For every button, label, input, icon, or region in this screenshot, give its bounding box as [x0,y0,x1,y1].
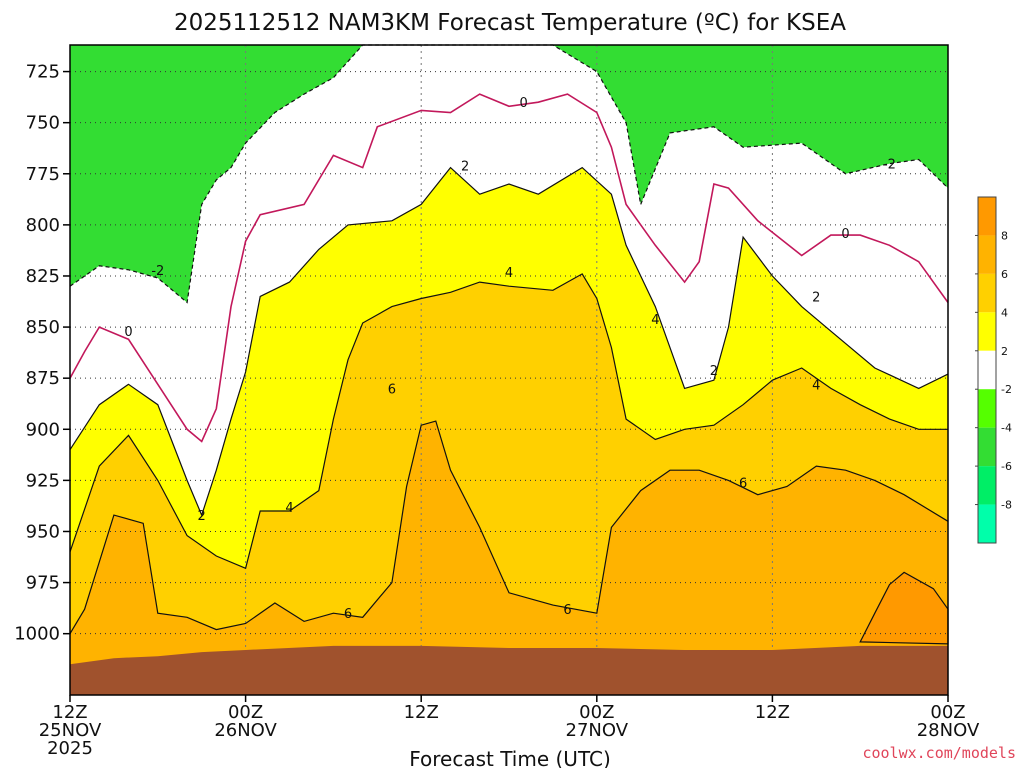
colorbar-label: -2 [1001,383,1012,396]
contour-label: 6 [344,607,352,622]
y-tick-label: 850 [26,317,60,338]
y-tick-label: 1000 [14,624,60,645]
y-tick-label: 775 [26,164,60,185]
plot-frame [69,44,949,696]
x-axis-label: Forecast Time (UTC) [409,747,611,768]
colorbar-label: 2 [1001,345,1008,358]
colorbar-label: 8 [1001,229,1008,242]
x-tick-label: 00Z [228,702,263,723]
colorbar-label: 4 [1001,306,1008,319]
contour-label: 4 [285,501,293,516]
contour-label: 4 [651,313,659,328]
y-tick-label: 750 [26,113,60,134]
colorbar-bin [978,197,996,236]
colorbar-label: -6 [1001,460,1012,473]
chart-title: 2025112512 NAM3KM Forecast Temperature (… [174,10,846,36]
y-tick-label: 875 [26,368,60,389]
y-tick-label: 950 [26,521,60,542]
x-tick-label: 12Z [52,702,87,723]
colorbar-bin [978,389,996,428]
contour-label: 0 [124,325,132,340]
ground-area [70,645,948,695]
contour-label: 0 [841,227,849,242]
x-tick-label: 00Z [930,702,965,723]
colorbar-bin [978,273,996,313]
contour-label: 4 [812,378,820,393]
contour-label: 2 [198,509,206,524]
colorbar-label: 6 [1001,268,1008,281]
contour-line-4 [69,273,948,570]
contour-label: 0 [519,96,527,111]
plot-area: 0 -2 2 4 6 6 2 4 0 6 4 2 6 2 4 0 -2 [69,44,949,696]
contour-label: 2 [710,364,718,379]
colorbar-bin [978,312,996,351]
x-tick-label: 27NOV [566,720,629,741]
contour-label: 2 [461,160,469,175]
contour-label: 6 [388,382,396,397]
credit-text: coolwx.com/models [862,744,1016,762]
y-tick-label: 900 [26,419,60,440]
colorbar-bin [978,427,996,467]
fill-band-6 [70,421,948,695]
colorbar-bin [978,466,996,505]
y-tick-label: 825 [26,266,60,287]
colorbar-frame [977,196,997,544]
colorbar-label: -8 [1001,499,1012,512]
colorbar-label: -4 [1001,422,1012,435]
y-tick-label: 800 [26,215,60,236]
contour-line-0 [69,93,949,443]
contour-label: 6 [563,603,571,618]
contour-line-6 [69,420,949,635]
contour-line-2 [69,166,949,517]
x-tick-label: 00Z [579,702,614,723]
x-tick-label: 2025 [47,738,93,759]
y-tick-label: 925 [26,470,60,491]
fill-band-8 [860,572,948,644]
x-tick-label: 28NOV [917,720,980,741]
contour-label: -2 [151,264,164,279]
contour-label: -2 [883,158,896,173]
x-tick-label: 12Z [755,702,790,723]
x-tick-label: 26NOV [214,720,277,741]
x-tick-label: 12Z [404,702,439,723]
y-tick-label: 975 [26,573,60,594]
y-axis: 725 750 775 800 825 850 875 900 925 950 975 1000 [14,62,70,645]
colorbar: 8 6 4 2 -2 -4 -6 -8 [975,196,1012,544]
contour-label: 2 [812,290,820,305]
colorbar-bin [978,504,996,543]
contour-label: 6 [739,476,747,491]
colorbar-bin [978,350,996,390]
contour-label: 4 [505,266,513,281]
y-tick-label: 725 [26,62,60,83]
colorbar-bin [978,235,996,274]
x-tick-label: 25NOV [39,720,102,741]
